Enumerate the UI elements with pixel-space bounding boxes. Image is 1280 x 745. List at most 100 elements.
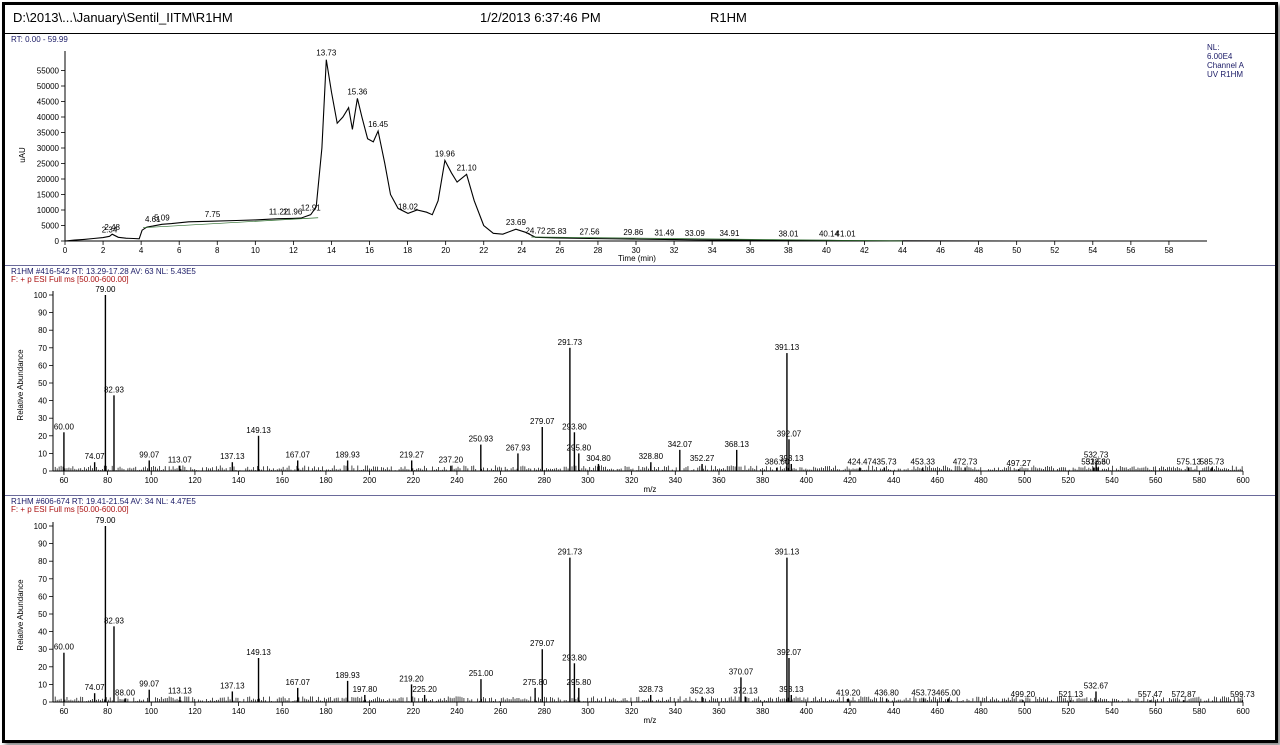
y-tick-label: 0 xyxy=(43,698,48,707)
peak-label: 219.20 xyxy=(399,674,424,683)
file-path: D:\2013\...\January\Sentil_IITM\R1HM xyxy=(13,10,233,25)
peak-label: 386.60 xyxy=(765,457,790,466)
x-tick-label: 100 xyxy=(145,476,159,485)
peak-label: 352.33 xyxy=(690,687,715,696)
peak-label: 34.91 xyxy=(719,229,740,238)
peak-label: 149.13 xyxy=(246,648,271,657)
peak-label: 532.73 xyxy=(1084,450,1109,459)
peak-label: 16.45 xyxy=(368,120,389,129)
x-tick-label: 38 xyxy=(784,246,793,255)
y-tick-label: 45000 xyxy=(37,98,60,107)
peak-label: 219.27 xyxy=(399,450,424,459)
x-tick-label: 100 xyxy=(145,707,159,716)
peak-label: 40.14 xyxy=(819,229,840,238)
info-line: UV R1HM xyxy=(1207,70,1243,79)
x-tick-label: 4 xyxy=(139,246,144,255)
x-tick-label: 26 xyxy=(555,246,564,255)
peak-label: 225.20 xyxy=(412,685,437,694)
peak-label: 435.73 xyxy=(872,457,897,466)
peak-label: 12.91 xyxy=(301,204,322,213)
y-tick-label: 35000 xyxy=(37,129,60,138)
x-tick-label: 140 xyxy=(232,476,246,485)
peak-label: 295.80 xyxy=(567,443,592,452)
peak-label: 533.60 xyxy=(1086,457,1111,466)
integration-baseline xyxy=(143,217,903,242)
y-tick-label: 10000 xyxy=(37,206,60,215)
peak-label: 13.73 xyxy=(316,49,337,58)
x-tick-label: 200 xyxy=(363,707,377,716)
peak-label: 291.73 xyxy=(558,338,583,347)
peak-label: 18.02 xyxy=(398,202,419,211)
peak-label: 436.80 xyxy=(874,688,899,697)
peak-label: 137.13 xyxy=(220,452,245,461)
x-tick-label: 6 xyxy=(177,246,182,255)
peak-label: 328.73 xyxy=(638,685,663,694)
x-tick-label: 340 xyxy=(669,707,683,716)
panel-header: RT: 0.00 - 59.99 xyxy=(11,35,68,44)
x-tick-label: 240 xyxy=(450,707,464,716)
peak-label: 11.22 xyxy=(269,208,289,217)
y-tick-label: 50000 xyxy=(37,82,60,91)
x-tick-label: 180 xyxy=(319,476,333,485)
peak-label: 293.80 xyxy=(562,422,587,431)
chromatogram-trace xyxy=(64,59,1207,242)
peak-label: 24.72 xyxy=(525,226,546,235)
x-tick-label: 380 xyxy=(756,476,770,485)
peak-label: 293.80 xyxy=(562,653,587,662)
info-line: NL: xyxy=(1207,43,1219,52)
y-axis-label: uAU xyxy=(18,147,27,163)
report-header: D:\2013\...\January\Sentil_IITM\R1HM 1/2… xyxy=(5,5,1275,34)
peak-label: 88.00 xyxy=(115,688,136,697)
x-tick-label: 480 xyxy=(974,476,988,485)
peak-label: 74.07 xyxy=(85,683,106,692)
peak-label: 113.07 xyxy=(168,456,192,465)
y-tick-label: 15000 xyxy=(37,191,60,200)
peak-label: 267.93 xyxy=(506,443,531,452)
x-tick-label: 440 xyxy=(887,707,901,716)
peak-label: 99.07 xyxy=(139,450,160,459)
x-tick-label: 420 xyxy=(843,476,857,485)
peak-label: 29.86 xyxy=(623,228,644,237)
x-tick-label: 2 xyxy=(101,246,106,255)
peak-label: 167.07 xyxy=(285,678,310,687)
y-tick-label: 30000 xyxy=(37,144,60,153)
x-tick-label: 44 xyxy=(898,246,907,255)
peak-label: 392.07 xyxy=(777,648,802,657)
x-axis-label: m/z xyxy=(644,716,657,725)
peak-label: 585.73 xyxy=(1200,457,1225,466)
peak-label: 19.96 xyxy=(435,149,456,158)
peak-label: 295.80 xyxy=(567,678,592,687)
peak-label: 393.13 xyxy=(779,454,804,463)
peak-label: 82.93 xyxy=(104,616,125,625)
x-tick-label: 300 xyxy=(581,476,595,485)
peak-label: 41.01 xyxy=(836,230,857,239)
peak-label: 251.00 xyxy=(469,669,494,678)
peak-label: 575.13 xyxy=(1176,457,1201,466)
peak-label: 2.34 xyxy=(102,225,118,234)
y-tick-label: 20000 xyxy=(37,175,60,184)
peak-label: 25.83 xyxy=(547,227,568,236)
x-tick-label: 280 xyxy=(538,707,552,716)
filter-line: F: + p ESI Full ms [50.00-600.00] xyxy=(11,275,129,284)
x-tick-label: 14 xyxy=(327,246,336,255)
y-tick-label: 20 xyxy=(38,663,47,672)
y-tick-label: 55000 xyxy=(37,67,60,76)
y-tick-label: 70 xyxy=(38,575,47,584)
y-tick-label: 30 xyxy=(38,414,47,423)
y-tick-label: 60 xyxy=(38,361,47,370)
y-tick-label: 20 xyxy=(38,432,47,441)
x-tick-label: 540 xyxy=(1105,476,1119,485)
x-tick-label: 80 xyxy=(103,476,112,485)
peak-label: 291.73 xyxy=(558,548,583,557)
x-tick-label: 520 xyxy=(1062,707,1076,716)
y-tick-label: 50 xyxy=(38,379,47,388)
peak-label: 532.67 xyxy=(1084,681,1109,690)
x-tick-label: 52 xyxy=(1050,246,1059,255)
x-tick-label: 240 xyxy=(450,476,464,485)
x-tick-label: 80 xyxy=(103,707,112,716)
y-tick-label: 90 xyxy=(38,540,47,549)
y-tick-label: 10 xyxy=(38,449,47,458)
x-tick-label: 140 xyxy=(232,707,246,716)
x-tick-label: 420 xyxy=(843,707,857,716)
panel-header: R1HM #606-674 RT: 19.41-21.54 AV: 34 NL:… xyxy=(11,497,196,506)
